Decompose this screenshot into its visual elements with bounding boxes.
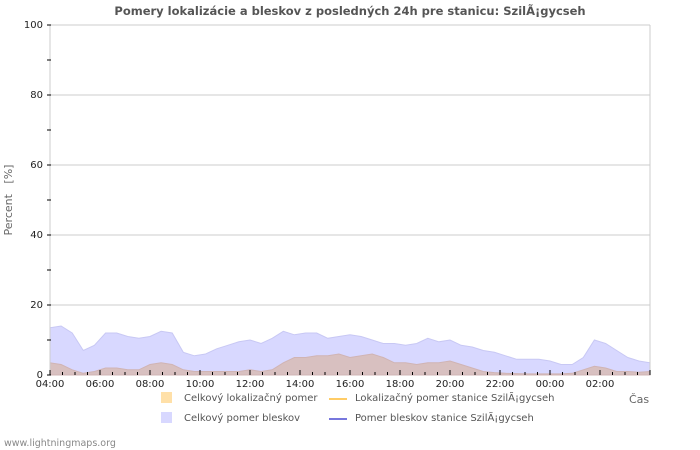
legend-label-localization-station: Lokalizačný pomer stanice SzilÃ¡gycseh <box>355 393 555 404</box>
svg-text:14:00: 14:00 <box>286 379 315 390</box>
svg-text:06:00: 06:00 <box>86 379 115 390</box>
legend-label-localization-total: Celkový lokalizačný pomer <box>184 393 318 404</box>
svg-text:40: 40 <box>30 230 43 241</box>
legend-swatch-localization-total <box>161 392 172 403</box>
svg-text:10:00: 10:00 <box>186 379 215 390</box>
y-axis-title: Percent [%] <box>2 165 15 236</box>
svg-text:04:00: 04:00 <box>36 379 65 390</box>
svg-text:12:00: 12:00 <box>236 379 265 390</box>
area-celkovy-lokalizacny-pomer <box>49 353 651 376</box>
x-axis-ticks: 04:00 06:00 08:00 10:00 12:00 14:00 16:00 18:00… <box>36 370 651 390</box>
svg-text:20:00: 20:00 <box>436 379 465 390</box>
legend-label-lightning-total: Celkový pomer bleskov <box>184 413 301 424</box>
area-celkovy-pomer-bleskov <box>49 325 651 376</box>
svg-text:100: 100 <box>24 20 43 31</box>
legend-swatch-lightning-total <box>161 412 172 423</box>
watermark-link[interactable]: www.lightningmaps.org <box>4 438 116 449</box>
svg-text:00:00: 00:00 <box>536 379 565 390</box>
legend-line-localization-station <box>329 398 347 400</box>
svg-text:16:00: 16:00 <box>336 379 365 390</box>
legend-line-lightning-station <box>329 418 347 420</box>
chart-title: Pomery lokalizácie a bleskov z poslednýc… <box>114 4 586 18</box>
svg-text:02:00: 02:00 <box>586 379 615 390</box>
svg-text:22:00: 22:00 <box>486 379 515 390</box>
svg-text:0: 0 <box>37 370 43 381</box>
svg-text:08:00: 08:00 <box>136 379 165 390</box>
svg-text:60: 60 <box>30 160 43 171</box>
legend-label-lightning-station: Pomer bleskov stanice SzilÃ¡gycseh <box>355 413 534 424</box>
x-axis-title: Čas <box>629 393 650 406</box>
svg-text:80: 80 <box>30 90 43 101</box>
svg-text:18:00: 18:00 <box>386 379 415 390</box>
svg-text:20: 20 <box>30 300 43 311</box>
